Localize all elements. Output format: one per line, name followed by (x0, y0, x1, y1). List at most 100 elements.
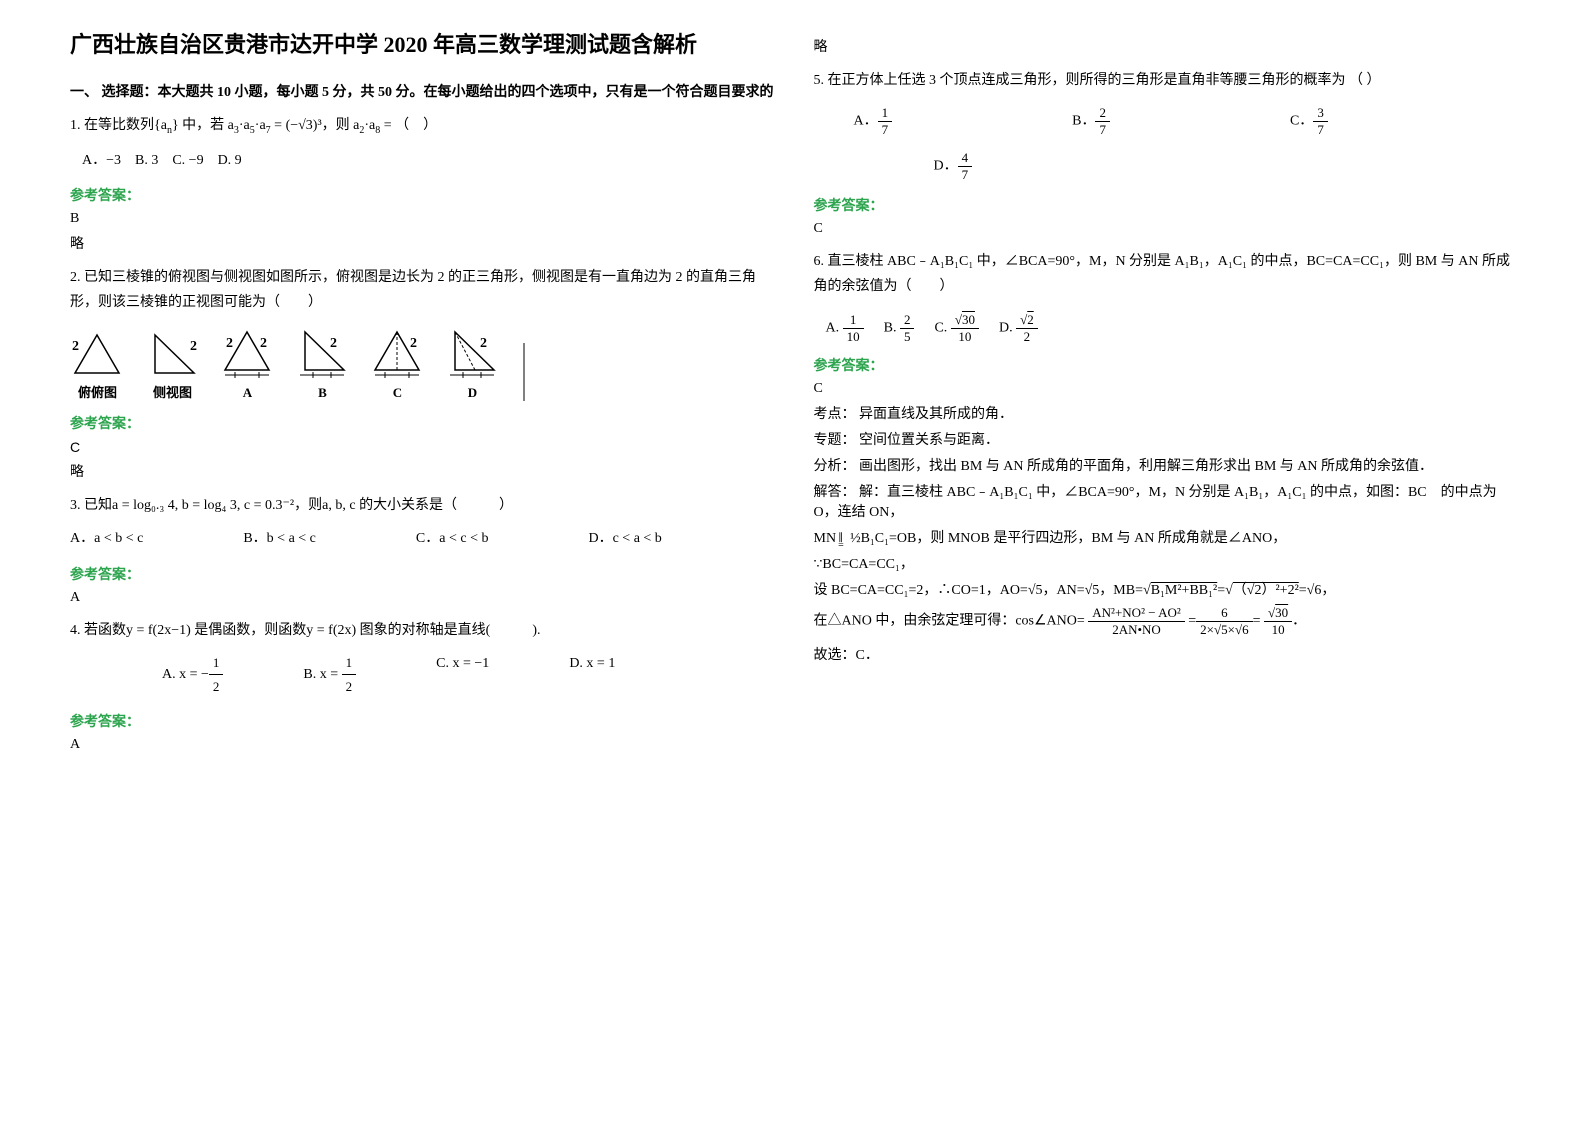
q5-d-label: D． (934, 159, 958, 174)
q6-options: A. 110 B. 25 C. √3010 D. √22 (826, 312, 1518, 345)
q4-mid1: 是偶函数，则函数 (191, 623, 307, 638)
q6-l2: 专题： 空间位置关系与距离． (814, 429, 1518, 449)
diagram-fushi: 2 俯俯图 (70, 330, 125, 401)
q4-note: 略 (814, 36, 1518, 56)
answer-label: 参考答案： (70, 413, 774, 433)
svg-text:2: 2 (72, 339, 79, 354)
svg-text:2: 2 (226, 336, 233, 351)
q5-answer: C (814, 221, 1518, 237)
q3-opt-a: A．a < b < c (70, 526, 143, 551)
q4-answer: A (70, 737, 774, 753)
left-column: 广西壮族自治区贵港市达开中学 2020 年高三数学理测试题含解析 一、 选择题：… (50, 30, 794, 1092)
q3-suffix: 的大小关系是（ ） (356, 498, 514, 513)
q5-opt-a: A．17 (854, 105, 893, 138)
q4-a-prefix: A. (162, 667, 176, 682)
answer-label: 参考答案： (70, 185, 774, 205)
q4-opt-c: C. x = −1 (436, 651, 489, 699)
q6-d-label: D. (999, 320, 1013, 335)
question-2: 2. 已知三棱锥的俯视图与侧视图如图所示，俯视图是边长为 2 的正三角形，侧视图… (70, 265, 774, 315)
q5-a-den: 7 (878, 122, 893, 138)
q5-a-label: A． (854, 114, 878, 129)
q4-fn2: y = f(2x) (306, 623, 356, 638)
q6-opt-c: C. √3010 (934, 312, 978, 345)
q6-a-label: A. (826, 320, 840, 335)
q1-options: A．−3 B. 3 C. −9 D. 9 (70, 148, 774, 173)
q6-l9: 故选：C． (814, 644, 1518, 664)
q5-opt-c: C．37 (1290, 105, 1328, 138)
q4-prefix: 4. 若函数 (70, 623, 126, 638)
q1-expr2: a2·a8 (353, 118, 380, 133)
q5-b-den: 7 (1095, 122, 1110, 138)
q6-l8-prefix: 在△ANO 中，由余弦定理可得：cos∠ANO= (814, 613, 1085, 628)
diagram-ceshi: 2 侧视图 (145, 330, 200, 401)
label-b: B (295, 385, 350, 401)
q5-options-row2: D．47 (814, 150, 1518, 183)
right-column: 略 5. 在正方体上任选 3 个顶点连成三角形，则所得的三角形是直角非等腰三角形… (794, 30, 1538, 1092)
q1-answer: B (70, 211, 774, 227)
q3-abc: a, b, c (322, 498, 355, 513)
label-a: A (220, 385, 275, 401)
q6-opt-d: D. √22 (999, 312, 1038, 345)
q6-l5-prefix: MN (814, 531, 837, 546)
q3-mid: ，则 (294, 498, 322, 513)
q6-l3: 分析： 画出图形，找出 BM 与 AN 所成角的平面角，利用解三角形求出 BM … (814, 455, 1518, 475)
q5-opt-b: B．27 (1072, 105, 1110, 138)
q6-l8-mid1: = (1188, 613, 1196, 628)
q5-options-row1: A．17 B．27 C．37 (814, 105, 1518, 138)
q5-b-num: 2 (1095, 105, 1110, 122)
section-header: 一、 选择题：本大题共 10 小题，每小题 5 分，共 50 分。在每小题给出的… (70, 81, 774, 101)
q4-opt-b: B. x = 12 (303, 651, 356, 699)
question-4: 4. 若函数y = f(2x−1) 是偶函数，则函数y = f(2x) 图象的对… (70, 618, 774, 699)
q3-answer: A (70, 590, 774, 606)
diagram-c: 2 C (370, 327, 425, 401)
svg-text:2: 2 (190, 339, 197, 354)
q6-l5-expr: ½B₁C₁=OB (850, 531, 916, 546)
q1-suffix: = （ ） (380, 118, 437, 133)
q6-l5-suffix: ，则 MNOB 是平行四边形，BM 与 AN 所成角就是∠ANO， (916, 531, 1286, 546)
q6-l8-end: ． (1292, 613, 1306, 628)
question-5: 5. 在正方体上任选 3 个顶点连成三角形，则所得的三角形是直角非等腰三角形的概… (814, 68, 1518, 93)
svg-text:2: 2 (480, 336, 487, 351)
svg-text:2: 2 (330, 336, 337, 351)
q5-c-label: C． (1290, 114, 1313, 129)
q6-l7-text: 设 BC=CA=CC₁=2，∴CO=1，AO=√5，AN=√5，MB= (814, 583, 1144, 598)
q5-a-num: 1 (878, 105, 893, 122)
answer-label: 参考答案： (814, 355, 1518, 375)
diagram-a: 2 2 A (220, 327, 275, 401)
q1-mid2: ，则 (322, 118, 350, 133)
q5-c-den: 7 (1313, 122, 1328, 138)
q6-l6: ∵BC=CA=CC₁， (814, 553, 1518, 573)
label-fushi: 俯俯图 (70, 382, 125, 401)
svg-text:2: 2 (260, 336, 267, 351)
q6-l8: 在△ANO 中，由余弦定理可得：cos∠ANO= AN²+NO² − AO²2A… (814, 605, 1518, 638)
q5-b-label: B． (1072, 114, 1095, 129)
svg-text:2: 2 (410, 336, 417, 351)
question-6: 6. 直三棱柱 ABC﹣A₁B₁C₁ 中，∠BCA=90°，M，N 分别是 A₁… (814, 249, 1518, 299)
q2-answer: C (70, 439, 774, 455)
q1-expr1: a3·a5·a7 = (−√3)³ (228, 118, 322, 133)
q5-d-den: 7 (958, 167, 973, 183)
q6-l7: 设 BC=CA=CC₁=2，∴CO=1，AO=√5，AN=√5，MB=√B₁M²… (814, 579, 1518, 599)
q3-prefix: 3. 已知 (70, 498, 112, 513)
diagram-b: 2 B (295, 327, 350, 401)
page-title: 广西壮族自治区贵港市达开中学 2020 年高三数学理测试题含解析 (70, 30, 774, 61)
answer-label: 参考答案： (70, 564, 774, 584)
q6-l4: 解答： 解：直三棱柱 ABC﹣A₁B₁C₁ 中，∠BCA=90°，M，N 分别是… (814, 481, 1518, 521)
diagram-d: 2 D (445, 327, 500, 401)
answer-label: 参考答案： (70, 711, 774, 731)
q6-opt-a: A. 110 (826, 312, 864, 345)
q5-d-num: 4 (958, 150, 973, 167)
label-d: D (445, 385, 500, 401)
q1-seq: {an} (154, 118, 179, 133)
q1-mid1: 中，若 (179, 118, 225, 133)
q6-l7-end: =√6， (1299, 583, 1336, 598)
label-c: C (370, 385, 425, 401)
answer-label: 参考答案： (814, 195, 1518, 215)
q6-l7-mid: = (1217, 583, 1225, 598)
q6-l1: 考点： 异面直线及其所成的角． (814, 403, 1518, 423)
q5-opt-d: D．47 (934, 150, 973, 183)
q4-b-prefix: B. (303, 667, 316, 682)
q6-opt-b: B. 25 (884, 312, 915, 345)
q1-note: 略 (70, 233, 774, 253)
q3-expr: a = log₀.₃ 4, b = log₄ 3, c = 0.3⁻² (112, 498, 294, 513)
